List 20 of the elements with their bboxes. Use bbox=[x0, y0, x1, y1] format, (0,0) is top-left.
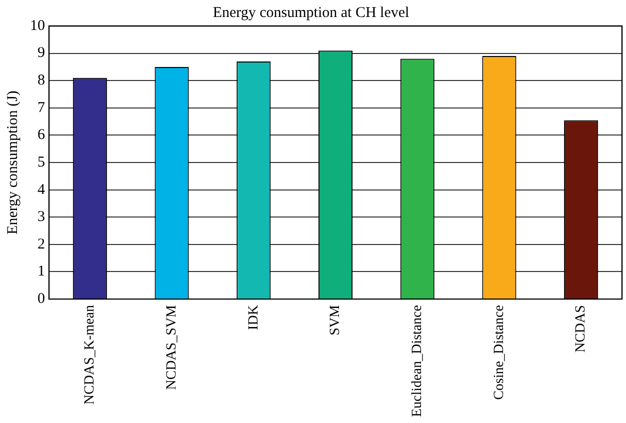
x-tick-label: Cosine_Distance bbox=[492, 305, 507, 400]
y-tick-label: 4 bbox=[38, 182, 46, 198]
x-tick-label: NCDAS_K-mean bbox=[82, 305, 98, 405]
y-tick-label: 0 bbox=[38, 290, 45, 307]
y-tick-label: 5 bbox=[38, 154, 45, 170]
y-tick-label: 7 bbox=[38, 100, 46, 116]
chart-title: Energy consumption at CH level bbox=[212, 4, 410, 21]
y-tick-label: 10 bbox=[30, 18, 45, 34]
x-tick-label: SVM bbox=[328, 304, 344, 336]
y-tick-label: 2 bbox=[38, 236, 45, 252]
x-tick-label: IDK bbox=[246, 305, 262, 330]
x-tick-label: NCDAS bbox=[574, 305, 589, 353]
y-tick-label: 3 bbox=[38, 209, 45, 226]
y-axis-title: Energy consumption (J) bbox=[4, 90, 21, 234]
x-tick-label: Euclidean_Distance bbox=[410, 305, 426, 417]
y-tick-label: 6 bbox=[38, 127, 46, 144]
y-tick-label: 8 bbox=[38, 72, 45, 89]
y-tick-label: 1 bbox=[38, 264, 45, 280]
x-tick-label: NCDAS_SVM bbox=[164, 304, 180, 390]
y-tick-label: 9 bbox=[38, 45, 45, 62]
